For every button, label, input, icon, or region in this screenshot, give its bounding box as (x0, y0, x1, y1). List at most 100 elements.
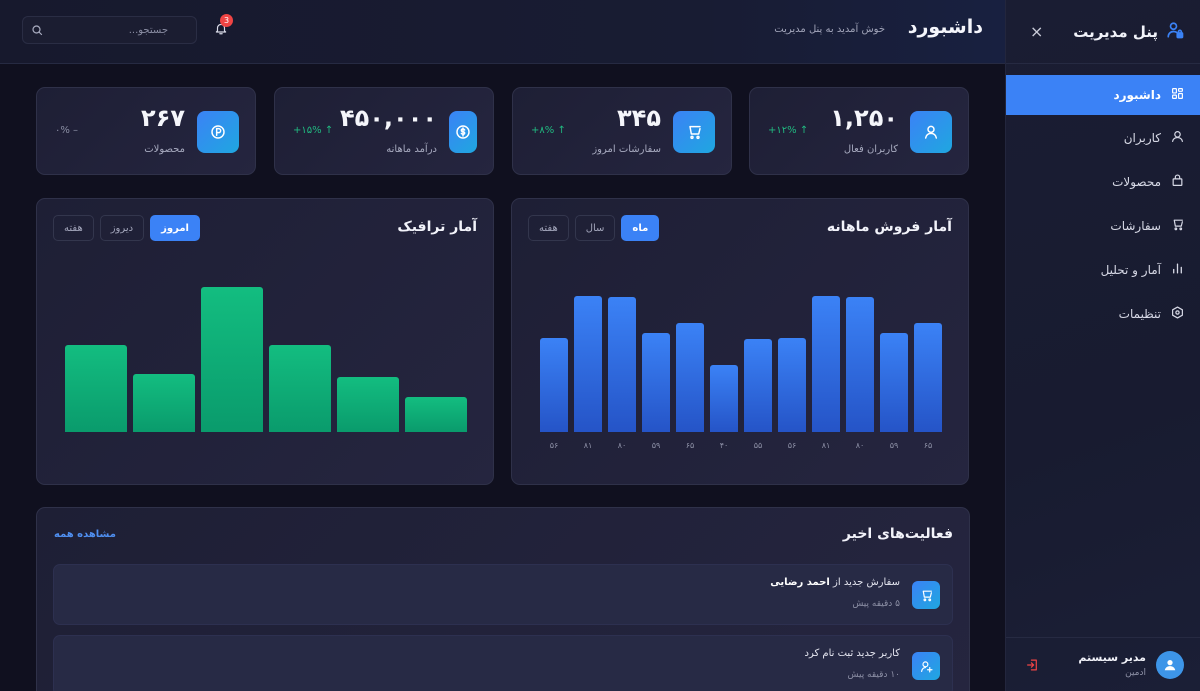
sidebar-item-dashboard[interactable]: داشبورد (1006, 75, 1200, 115)
tab-today[interactable]: امروز (150, 215, 200, 241)
sidebar: پنل مدیریت × داشبورد کاربران محصولات (1005, 0, 1200, 691)
activity-time: ۱۰ دقیقه پیش (847, 670, 901, 680)
sidebar-item-label: کاربران (1123, 131, 1161, 145)
x-axis-label: ۸۰ (855, 441, 865, 450)
shopping-bag-icon (1171, 174, 1184, 190)
chart-bar (65, 345, 127, 432)
stat-value: ۴۵۰,۰۰۰ (339, 104, 437, 132)
chart-bar (778, 338, 806, 432)
stat-value: ۲۶۷ (141, 104, 185, 132)
chart-bar (914, 323, 942, 432)
top-header: داشبورد خوش آمدید به پنل مدیریت 3 (0, 0, 1005, 64)
stat-card-monthly-revenue: ۴۵۰,۰۰۰ درآمد ماهانه ↑ ۱۵%+ (274, 87, 494, 175)
x-axis-label: ۵۹ (651, 441, 661, 450)
sidebar-item-products[interactable]: محصولات (1006, 161, 1200, 203)
period-tabs: ماه سال هفته (528, 215, 660, 241)
user-info[interactable]: مدیر سیستم ادمین (1078, 650, 1184, 679)
stat-trend: – ۰% (55, 125, 79, 136)
tab-week[interactable]: هفته (528, 215, 569, 241)
x-axis-label: ۶۵ (685, 441, 695, 450)
cart-icon (1171, 218, 1184, 234)
chart-bar (676, 323, 704, 432)
chart-bar (540, 338, 568, 432)
chart-bar (744, 339, 772, 432)
sales-x-labels: ۵۶ ۸۱ ۸۰ ۵۹ ۶۵ ۴۰ ۵۵ ۵۶ ۸۱ ۸۰ ۵۹ ۶۵ (540, 441, 942, 450)
settings-icon (1171, 306, 1184, 322)
tab-yesterday[interactable]: دیروز (99, 215, 145, 241)
sidebar-header: پنل مدیریت × (1006, 0, 1200, 64)
x-axis-label: ۵۹ (889, 441, 899, 450)
x-axis-label: ۵۶ (787, 441, 797, 450)
stat-label: سفارشات امروز (592, 144, 661, 155)
cart-icon (673, 111, 715, 153)
admin-user-icon (1166, 21, 1184, 43)
traffic-bars (65, 287, 467, 432)
stat-label: محصولات (144, 144, 185, 155)
stat-value: ۱,۲۵۰ (830, 104, 898, 132)
bar-chart-icon (1171, 262, 1184, 278)
chart-bar (642, 333, 670, 432)
section-title: فعالیت‌های اخیر (842, 526, 953, 542)
brand: پنل مدیریت (1073, 21, 1184, 43)
brand-title: پنل مدیریت (1073, 22, 1158, 41)
x-axis-label: ۴۰ (719, 441, 729, 450)
sidebar-item-label: سفارشات (1110, 219, 1161, 233)
sidebar-item-users[interactable]: کاربران (1006, 117, 1200, 159)
view-all-link[interactable]: مشاهده همه (54, 529, 116, 540)
activity-text: کاربر جدید ثبت نام کرد (804, 648, 901, 659)
tab-month[interactable]: ماه (621, 215, 660, 241)
chart-bar (846, 297, 874, 432)
search-input[interactable] (43, 24, 188, 36)
chart-bar (574, 296, 602, 432)
dollar-icon (449, 111, 477, 153)
recent-activity-card: فعالیت‌های اخیر مشاهده همه سفارش جدید از… (36, 507, 970, 691)
sidebar-item-orders[interactable]: سفارشات (1006, 205, 1200, 247)
chart-bar (133, 374, 195, 432)
grid-icon (1171, 87, 1184, 103)
stat-value: ۳۴۵ (617, 104, 661, 132)
search-icon[interactable] (31, 21, 43, 40)
logout-icon[interactable] (1026, 658, 1039, 672)
tab-week[interactable]: هفته (53, 215, 94, 241)
x-axis-label: ۸۰ (617, 441, 627, 450)
sales-bars (540, 296, 942, 432)
tab-year[interactable]: سال (574, 215, 616, 241)
sidebar-item-settings[interactable]: تنظیمات (1006, 293, 1200, 335)
stat-label: کاربران فعال (843, 144, 898, 155)
activity-time: ۵ دقیقه پیش (852, 599, 900, 609)
stat-card-products: ۲۶۷ محصولات – ۰% (36, 87, 256, 175)
x-axis-label: ۸۱ (821, 441, 831, 450)
product-icon (197, 111, 239, 153)
close-icon[interactable]: × (1030, 22, 1044, 41)
user-role: ادمین (1125, 668, 1146, 678)
user-panel: مدیر سیستم ادمین (1006, 637, 1200, 691)
sales-chart-card: آمار فروش ماهانه ماه سال هفته ۵۶ ۸۱ ۸۰ ۵۹ ۶۵… (511, 198, 969, 485)
stat-trend: ↑ ۱۵%+ (293, 125, 334, 136)
x-axis-label: ۶۵ (923, 441, 933, 450)
chart-bar (405, 397, 467, 432)
stat-card-orders-today: ۳۴۵ سفارشات امروز ↑ ۸%+ (512, 87, 732, 175)
activity-item[interactable]: کاربر جدید ثبت نام کرد ۱۰ دقیقه پیش (53, 635, 953, 691)
chart-bar (812, 296, 840, 432)
x-axis-label: ۵۵ (753, 441, 763, 450)
activity-user: احمد رضایی (770, 577, 830, 588)
search-box[interactable] (22, 16, 197, 44)
stat-trend: ↑ ۱۲%+ (768, 125, 809, 136)
user-icon (910, 111, 952, 153)
user-icon (1171, 130, 1184, 146)
chart-bar (608, 297, 636, 432)
activity-item[interactable]: سفارش جدید از احمد رضایی ۵ دقیقه پیش (53, 564, 953, 625)
cart-icon (912, 581, 940, 609)
stat-card-active-users: ۱,۲۵۰ کاربران فعال ↑ ۱۲%+ (749, 87, 969, 175)
sidebar-nav: داشبورد کاربران محصولات سفارشات آمار و ت… (1006, 75, 1200, 335)
page-subtitle: خوش آمدید به پنل مدیریت (774, 24, 885, 35)
chart-bar (269, 345, 331, 432)
sidebar-item-analytics[interactable]: آمار و تحلیل (1006, 249, 1200, 291)
user-name: مدیر سیستم (1078, 651, 1146, 664)
stat-trend: ↑ ۸%+ (531, 125, 566, 136)
traffic-chart-card: آمار ترافیک امروز دیروز هفته (36, 198, 494, 485)
stat-label: درآمد ماهانه (386, 144, 437, 155)
chart-bar (710, 365, 738, 432)
chart-bar (337, 377, 399, 432)
chart-title: آمار ترافیک (397, 219, 477, 235)
